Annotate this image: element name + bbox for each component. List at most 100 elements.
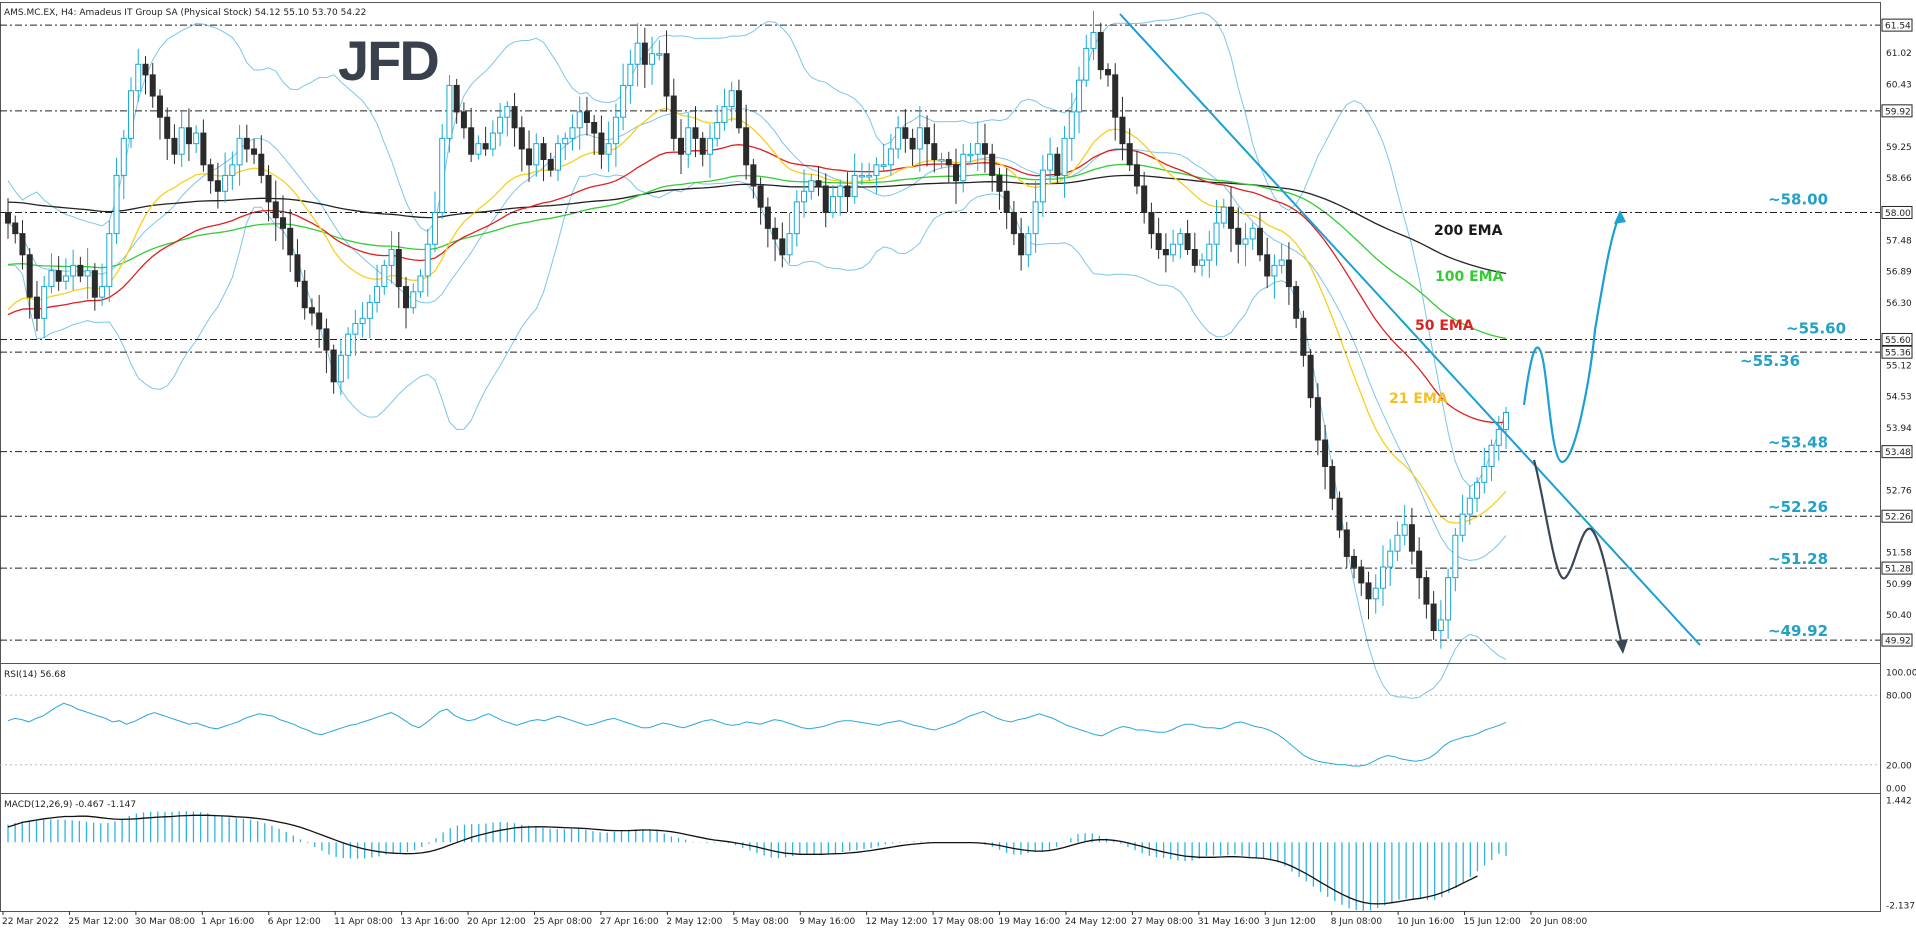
candle-body bbox=[989, 153, 996, 176]
candle-body bbox=[1278, 259, 1285, 266]
price-level-tag: 59.92 bbox=[1885, 107, 1911, 117]
candle-body bbox=[200, 132, 207, 166]
bearish-arrow-head-icon bbox=[1616, 639, 1628, 654]
candle-body bbox=[1228, 206, 1235, 229]
candle-body bbox=[106, 233, 113, 288]
candle-body bbox=[1365, 582, 1372, 600]
candle-body bbox=[620, 84, 627, 118]
price-level-tag: 55.36 bbox=[1885, 349, 1911, 359]
rsi-line bbox=[7, 702, 1507, 767]
price-tick-label: 57.48 bbox=[1886, 236, 1912, 246]
candle-body bbox=[996, 174, 1003, 192]
candle-body bbox=[410, 291, 417, 309]
time-tick-label: 5 May 08:00 bbox=[733, 917, 789, 927]
time-tick-label: 2 May 12:00 bbox=[666, 917, 722, 927]
candle-body bbox=[829, 196, 836, 213]
candle-body bbox=[1155, 233, 1162, 251]
rsi-indicator bbox=[0, 694, 1880, 767]
candle-body bbox=[1184, 233, 1191, 251]
bollinger-bands bbox=[7, 12, 1507, 699]
candle-body bbox=[598, 132, 605, 155]
price-tick-label: 51.58 bbox=[1886, 549, 1912, 559]
candle-body bbox=[381, 264, 388, 288]
candle-body bbox=[1416, 550, 1423, 579]
candle-body bbox=[222, 174, 229, 192]
time-tick-label: 15 Jun 12:00 bbox=[1464, 917, 1521, 927]
chart-title: AMS.MC.EX, H4: Amadeus IT Group SA (Phys… bbox=[4, 8, 366, 18]
candle-body bbox=[627, 63, 634, 86]
macd-pane-frame bbox=[0, 793, 1881, 912]
candle-body bbox=[1003, 190, 1010, 213]
candle-body bbox=[482, 143, 489, 150]
time-tick-label: 27 Apr 16:00 bbox=[600, 917, 659, 927]
candle-body bbox=[743, 127, 750, 166]
candle-body bbox=[1488, 444, 1495, 467]
candle-body bbox=[866, 174, 873, 178]
candle-body bbox=[468, 127, 475, 155]
candle-body bbox=[547, 159, 554, 171]
candle-body bbox=[323, 328, 330, 351]
candle-body bbox=[1191, 249, 1198, 266]
macd-title: MACD(12,26,9) -0.467 -1.147 bbox=[4, 800, 136, 810]
candle-body bbox=[301, 280, 308, 309]
candle-body bbox=[591, 121, 598, 134]
candle-body bbox=[395, 249, 402, 288]
candle-body bbox=[1343, 529, 1350, 557]
price-level-label: ~53.48 bbox=[1768, 434, 1828, 452]
candle-body bbox=[953, 164, 960, 182]
price-level-tag: 61.54 bbox=[1885, 22, 1911, 32]
candle-body bbox=[1097, 32, 1104, 71]
candle-body bbox=[70, 264, 77, 277]
time-tick-label: 30 Mar 08:00 bbox=[135, 917, 195, 927]
candle-body bbox=[337, 354, 344, 383]
bollinger-upper-line bbox=[7, 12, 1507, 488]
candle-body bbox=[475, 143, 482, 155]
candle-body bbox=[178, 127, 185, 155]
candle-body bbox=[5, 211, 11, 224]
candle-body bbox=[851, 174, 858, 198]
candle-body bbox=[1271, 264, 1278, 277]
price-level-label: ~52.26 bbox=[1768, 498, 1828, 516]
candle-body bbox=[873, 164, 880, 176]
candle-body bbox=[1090, 32, 1097, 49]
rsi-tick-label: 100.00 bbox=[1886, 669, 1916, 679]
candle-body bbox=[135, 63, 142, 92]
price-tick-label: 50.99 bbox=[1886, 580, 1912, 590]
price-tick-label: 56.30 bbox=[1886, 299, 1912, 309]
candle-body bbox=[1076, 79, 1083, 113]
candle-body bbox=[1054, 153, 1061, 176]
price-level-tag: 55.60 bbox=[1885, 336, 1911, 346]
macd-signal-line bbox=[7, 814, 1478, 905]
candle-body bbox=[265, 174, 272, 203]
candle-body bbox=[504, 106, 511, 118]
candle-body bbox=[1300, 317, 1307, 356]
candle-body bbox=[916, 127, 923, 150]
candle-body bbox=[352, 323, 359, 335]
candle-body bbox=[533, 143, 540, 166]
candle-body bbox=[735, 90, 742, 129]
candle-body bbox=[366, 301, 373, 319]
candle-body bbox=[511, 106, 518, 129]
candle-body bbox=[678, 137, 685, 155]
price-tick-label: 59.25 bbox=[1886, 143, 1912, 153]
candle-body bbox=[706, 137, 713, 155]
candle-body bbox=[1351, 555, 1358, 568]
jfd-logo: JFD bbox=[338, 29, 438, 92]
macd-tick-label: -2.137 bbox=[1886, 902, 1915, 912]
candle-body bbox=[670, 95, 677, 139]
candle-body bbox=[526, 148, 533, 166]
candle-body bbox=[786, 233, 793, 256]
candle-body bbox=[446, 84, 453, 139]
candle-body bbox=[26, 254, 33, 298]
candle-body bbox=[1119, 116, 1126, 145]
candle-body bbox=[55, 270, 62, 282]
candle-body bbox=[714, 121, 721, 139]
candle-body bbox=[1235, 227, 1242, 245]
candle-body bbox=[685, 127, 692, 155]
time-tick-label: 8 Jun 08:00 bbox=[1331, 917, 1383, 927]
candle-body bbox=[1141, 185, 1148, 213]
time-tick-label: 11 Apr 08:00 bbox=[334, 917, 393, 927]
time-tick-label: 13 Apr 16:00 bbox=[401, 917, 460, 927]
candle-body bbox=[1010, 211, 1017, 235]
